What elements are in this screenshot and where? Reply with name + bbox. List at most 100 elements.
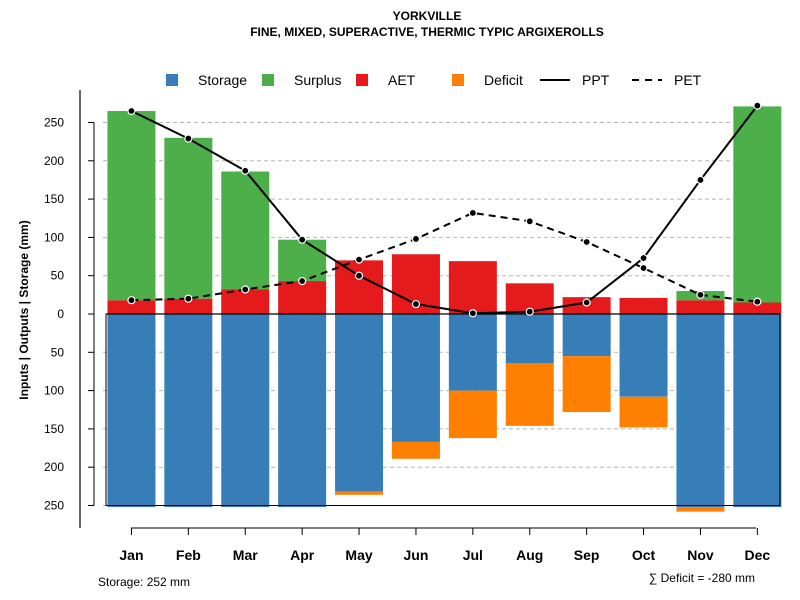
ppt-point — [184, 134, 193, 143]
storage-bar — [107, 314, 156, 508]
ppt-point — [127, 106, 136, 116]
gridlines — [103, 122, 780, 506]
storage-bar — [335, 314, 384, 492]
x-tick-label: Mar — [233, 547, 258, 563]
axes: 250 200 150 100 50 0 50 100 150 200 250 Jan Feb Mar Ap… — [44, 90, 770, 563]
surplus-bar — [221, 171, 270, 290]
pet-point — [753, 297, 762, 306]
y-tick-label: 100 — [44, 384, 64, 398]
legend-label: PET — [674, 72, 702, 88]
chart-title: YORKVILLE — [393, 9, 462, 23]
surplus-bar — [107, 111, 156, 301]
storage-bar — [562, 314, 611, 357]
pet-line — [131, 211, 758, 303]
ppt-point — [298, 235, 307, 244]
legend: Storage Surplus AET Deficit PPT PET — [166, 72, 702, 88]
storage-bar — [448, 314, 497, 391]
y-tick-label: 0 — [57, 307, 64, 321]
chart-subtitle: FINE, MIXED, SUPERACTIVE, THERMIC TYPIC … — [250, 25, 604, 39]
aet-bar — [278, 281, 327, 314]
surplus-bar — [733, 106, 782, 303]
legend-label: PPT — [582, 72, 610, 88]
legend-label: AET — [388, 72, 416, 88]
pet-point — [468, 208, 477, 217]
x-tick-label: Jun — [404, 547, 429, 563]
x-tick-label: Oct — [632, 547, 656, 563]
legend-label: Storage — [198, 72, 247, 88]
x-tick-label: Feb — [176, 547, 201, 563]
ppt-point — [696, 175, 705, 185]
bars — [105, 106, 782, 512]
deficit-bar — [391, 441, 440, 459]
pet-point — [525, 217, 534, 226]
surplus-legend-swatch — [262, 74, 274, 86]
deficit-bar — [335, 491, 384, 495]
y-tick-label: 50 — [51, 269, 65, 283]
x-tick-label: Jul — [463, 547, 483, 563]
deficit-note: ∑ Deficit = -280 mm — [649, 571, 755, 585]
x-tick-label: Sep — [574, 547, 600, 563]
deficit-bar — [619, 396, 668, 428]
surplus-bar — [278, 239, 327, 282]
aet-bar — [164, 298, 213, 314]
storage-bar — [619, 314, 668, 397]
pet-point — [354, 255, 364, 264]
x-tick-label: Dec — [745, 547, 771, 563]
storage-bar — [733, 314, 782, 508]
storage-bar — [164, 314, 213, 508]
ppt-point — [525, 307, 534, 316]
ppt-point — [354, 271, 364, 280]
ppt-point — [411, 299, 421, 309]
x-tick-label: Aug — [516, 547, 543, 563]
legend-label: Surplus — [294, 72, 341, 88]
ppt-point — [241, 166, 250, 175]
aet-bar — [448, 261, 497, 314]
storage-bar — [278, 314, 327, 508]
storage-bar — [391, 314, 440, 442]
storage-bar — [676, 314, 725, 508]
pet-point — [184, 294, 193, 303]
deficit-bar — [448, 390, 497, 439]
pet-point — [411, 234, 421, 244]
storage-legend-swatch — [166, 74, 178, 86]
aet-bar — [619, 297, 668, 314]
storage-bar — [505, 314, 554, 364]
lines — [127, 101, 762, 318]
deficit-bar — [505, 363, 554, 426]
x-tick-label: Apr — [290, 547, 315, 563]
pet-point — [696, 290, 705, 299]
x-tick-label: Jan — [119, 547, 143, 563]
deficit-bar — [676, 507, 725, 512]
aet-legend-swatch — [356, 74, 368, 86]
ppt-point — [639, 253, 648, 263]
legend-label: Deficit — [484, 72, 523, 88]
storage-bar — [221, 314, 270, 508]
ppt-line — [131, 105, 759, 315]
aet-bar — [335, 260, 384, 314]
y-tick-label: 200 — [44, 154, 64, 168]
aet-bar — [733, 302, 782, 314]
ppt-point — [582, 298, 591, 307]
pet-point — [639, 263, 648, 273]
deficit-bar — [562, 356, 611, 413]
ppt-point — [753, 101, 762, 110]
aet-bar — [676, 300, 725, 314]
pet-point — [127, 296, 136, 305]
pet-point — [298, 276, 307, 286]
y-tick-label: 50 — [51, 345, 65, 359]
ppt-point — [468, 309, 477, 318]
y-axis-label: Inputs | Outputs | Storage (mm) — [17, 220, 31, 399]
pet-point — [582, 237, 591, 247]
y-tick-label: 250 — [44, 116, 64, 130]
aet-bar — [107, 300, 156, 314]
y-tick-label: 200 — [44, 460, 64, 474]
y-tick-label: 250 — [44, 499, 64, 513]
y-tick-label: 150 — [44, 192, 64, 206]
surplus-bar — [164, 137, 213, 299]
x-tick-label: Nov — [687, 547, 714, 563]
y-tick-label: 150 — [44, 422, 64, 436]
x-tick-label: May — [345, 547, 372, 563]
storage-note: Storage: 252 mm — [98, 575, 190, 589]
y-tick-label: 100 — [44, 230, 64, 244]
